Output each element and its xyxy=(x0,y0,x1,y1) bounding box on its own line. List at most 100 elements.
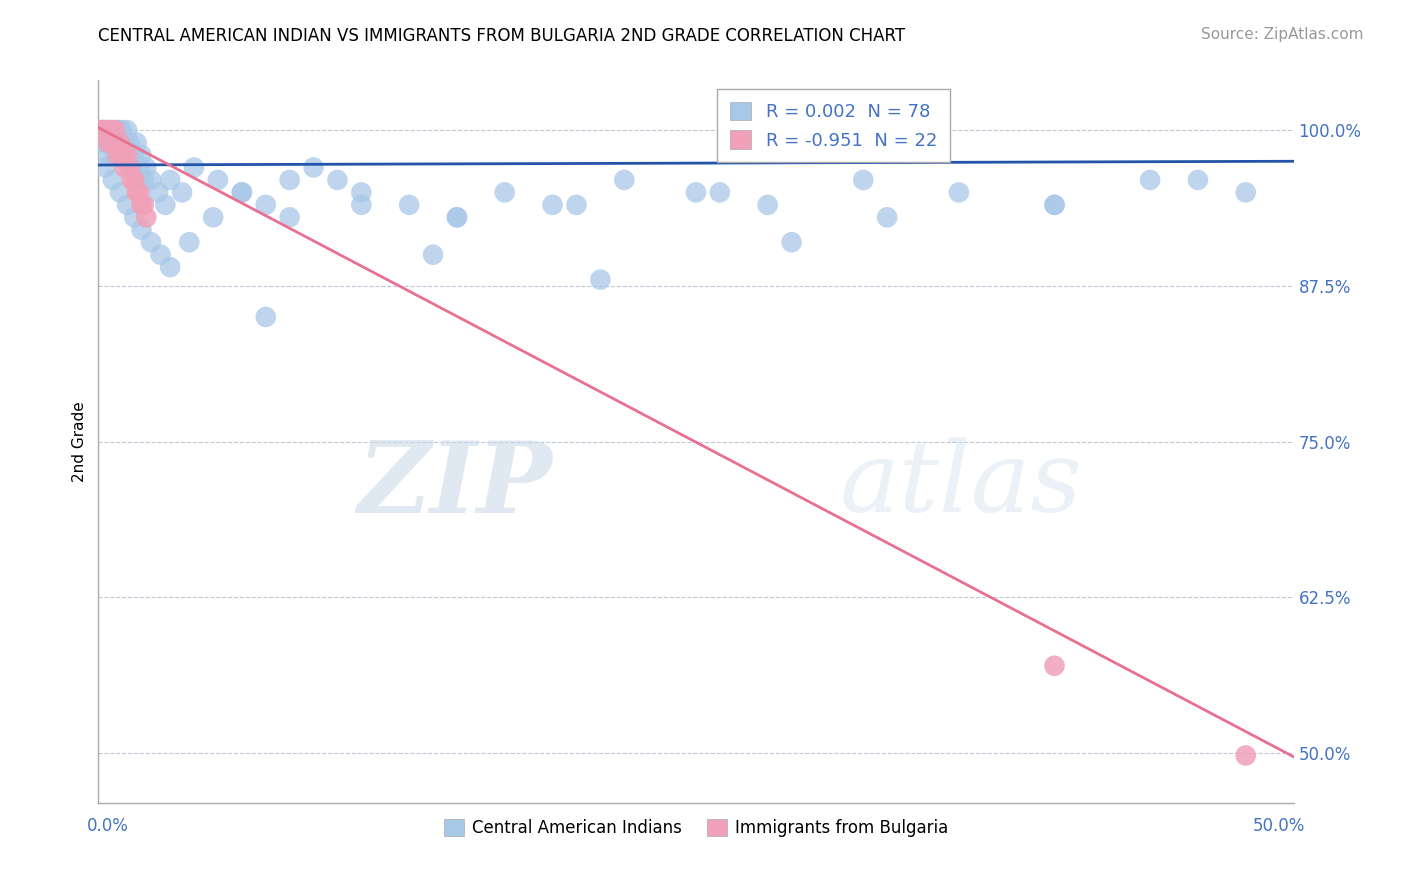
Point xyxy=(124,173,146,187)
Point xyxy=(97,148,120,162)
Point xyxy=(1043,658,1066,673)
Point xyxy=(97,136,120,150)
Point xyxy=(350,198,373,212)
Point xyxy=(90,123,112,137)
Point xyxy=(111,123,134,137)
Point xyxy=(132,198,155,212)
Point xyxy=(98,123,122,137)
Point xyxy=(101,123,124,137)
Text: 0.0%: 0.0% xyxy=(87,817,128,835)
Point xyxy=(1043,198,1066,212)
Point xyxy=(104,123,127,137)
Point xyxy=(91,123,114,137)
Point xyxy=(709,186,731,200)
Point xyxy=(278,211,301,225)
Point xyxy=(132,173,155,187)
Point xyxy=(94,136,117,150)
Point xyxy=(104,148,127,162)
Point xyxy=(254,198,277,212)
Point xyxy=(118,161,141,175)
Text: CENTRAL AMERICAN INDIAN VS IMMIGRANTS FROM BULGARIA 2ND GRADE CORRELATION CHART: CENTRAL AMERICAN INDIAN VS IMMIGRANTS FR… xyxy=(98,27,905,45)
Text: atlas: atlas xyxy=(839,437,1083,533)
Point xyxy=(1234,186,1257,200)
Point xyxy=(155,198,177,212)
Legend: Central American Indians, Immigrants from Bulgaria: Central American Indians, Immigrants fro… xyxy=(436,810,956,845)
Point xyxy=(685,186,707,200)
Point xyxy=(876,211,898,225)
Point xyxy=(179,235,201,250)
Text: 50.0%: 50.0% xyxy=(1253,817,1306,835)
Point xyxy=(94,123,117,137)
Point xyxy=(111,148,134,162)
Point xyxy=(115,148,138,162)
Point xyxy=(108,186,131,200)
Point xyxy=(278,173,301,187)
Point xyxy=(148,186,170,200)
Point xyxy=(98,123,122,137)
Point xyxy=(101,173,124,187)
Point xyxy=(780,235,803,250)
Point xyxy=(131,148,153,162)
Point xyxy=(1234,748,1257,763)
Point xyxy=(135,161,157,175)
Point xyxy=(613,173,636,187)
Point xyxy=(111,148,134,162)
Point xyxy=(1139,173,1161,187)
Point xyxy=(159,260,181,274)
Point xyxy=(131,198,153,212)
Point xyxy=(124,148,146,162)
Point xyxy=(115,198,138,212)
Point xyxy=(101,136,124,150)
Point xyxy=(494,186,516,200)
Point xyxy=(202,211,225,225)
Point xyxy=(98,136,122,150)
Point xyxy=(131,223,153,237)
Point xyxy=(128,186,150,200)
Y-axis label: 2nd Grade: 2nd Grade xyxy=(72,401,87,482)
Point xyxy=(97,123,120,137)
Point xyxy=(159,173,181,187)
Text: ZIP: ZIP xyxy=(357,437,553,533)
Point xyxy=(115,148,138,162)
Point xyxy=(302,161,325,175)
Point xyxy=(90,123,112,137)
Point xyxy=(94,123,117,137)
Point xyxy=(115,123,138,137)
Point xyxy=(172,186,194,200)
Point xyxy=(128,161,150,175)
Point xyxy=(91,123,114,137)
Point xyxy=(756,198,779,212)
Point xyxy=(149,248,172,262)
Point xyxy=(114,136,136,150)
Point xyxy=(446,211,468,225)
Point xyxy=(101,136,124,150)
Point xyxy=(124,211,146,225)
Point xyxy=(94,161,117,175)
Point xyxy=(398,198,420,212)
Point xyxy=(589,272,612,286)
Point xyxy=(114,161,136,175)
Point xyxy=(135,211,157,225)
Point xyxy=(541,198,564,212)
Point xyxy=(422,248,444,262)
Point xyxy=(107,148,129,162)
Point xyxy=(1043,198,1066,212)
Text: Source: ZipAtlas.com: Source: ZipAtlas.com xyxy=(1201,27,1364,42)
Point xyxy=(350,186,373,200)
Point xyxy=(108,123,131,137)
Point xyxy=(104,123,127,137)
Point xyxy=(254,310,277,324)
Point xyxy=(183,161,205,175)
Point xyxy=(948,186,970,200)
Point xyxy=(121,161,143,175)
Point xyxy=(565,198,588,212)
Point xyxy=(91,136,114,150)
Point xyxy=(118,136,141,150)
Point xyxy=(139,235,162,250)
Point xyxy=(446,211,468,225)
Point xyxy=(139,173,162,187)
Point xyxy=(207,173,229,187)
Point xyxy=(125,136,148,150)
Point xyxy=(326,173,349,187)
Point xyxy=(107,136,129,150)
